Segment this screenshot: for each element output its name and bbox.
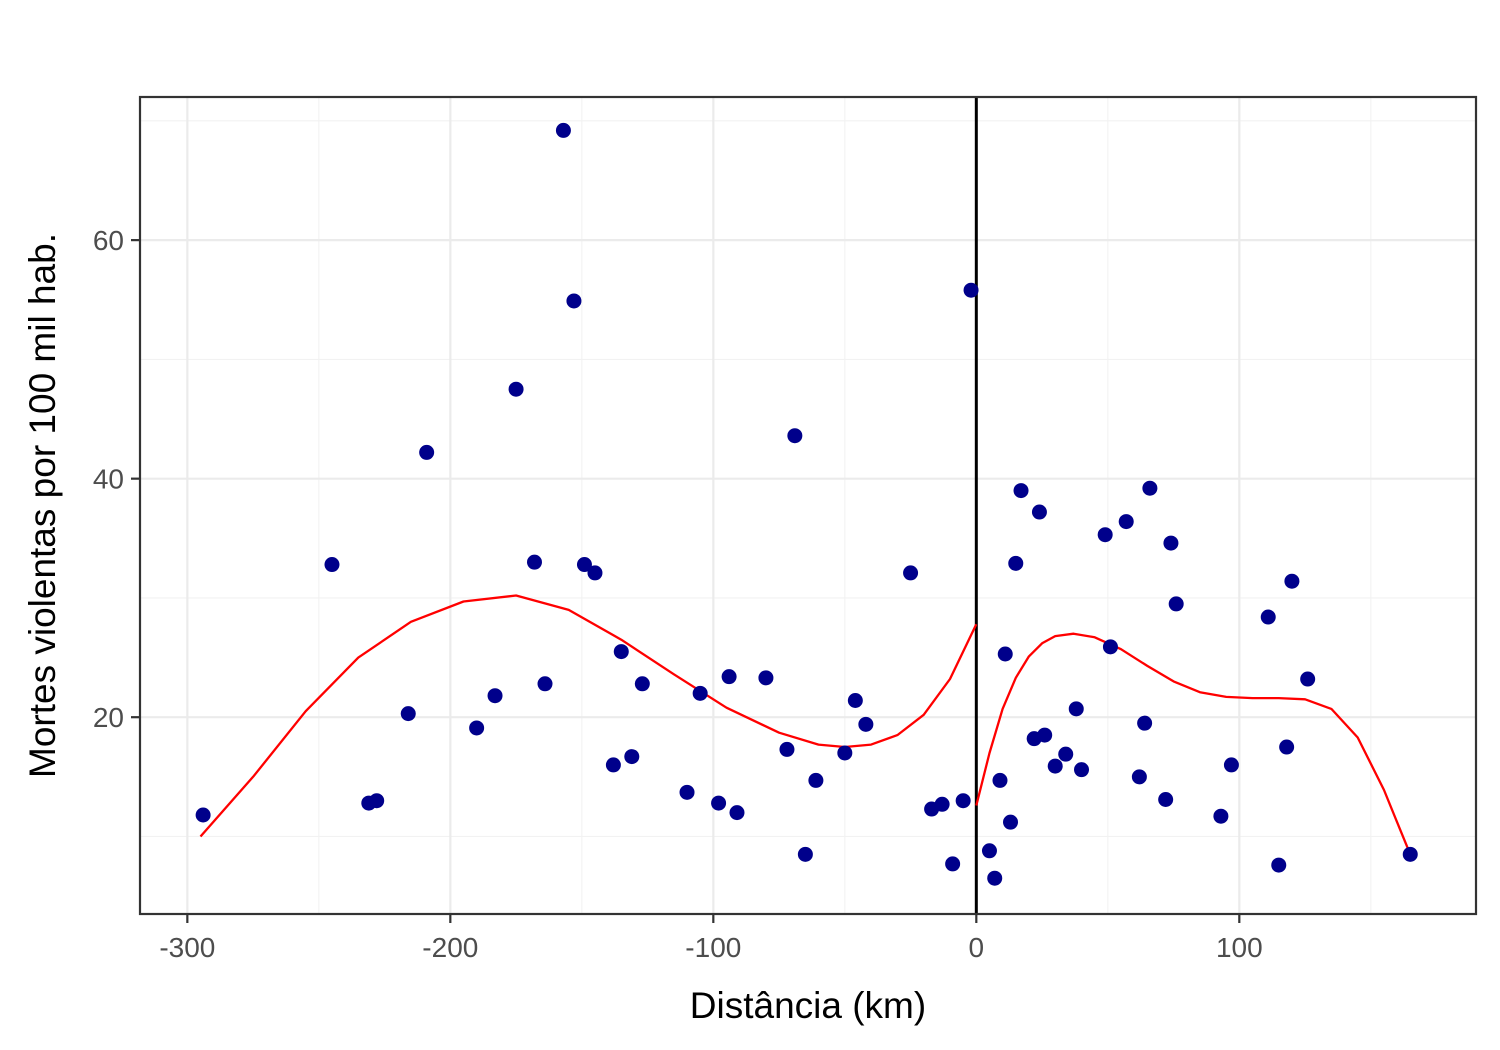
data-point [963,282,979,298]
data-point [634,676,650,692]
data-point [605,757,621,773]
data-point [1047,758,1063,774]
y-tick-label: 40 [93,464,124,495]
x-axis-title: Distância (km) [690,985,926,1026]
data-point [1142,480,1158,496]
y-tick-label: 60 [93,225,124,256]
data-point [624,749,640,765]
data-point [1168,596,1184,612]
data-point [487,688,503,704]
data-point [537,676,553,692]
data-point [1260,609,1276,625]
data-points [195,122,1418,886]
data-point [729,805,745,821]
data-point [1131,769,1147,785]
data-point [1284,573,1300,589]
data-point [508,381,524,397]
data-point [858,716,874,732]
data-point [847,693,863,709]
data-point [1003,814,1019,830]
data-point [1137,715,1153,731]
y-tick-label: 20 [93,702,124,733]
data-point [1008,555,1024,571]
data-point [808,772,824,788]
data-point [555,122,571,138]
y-axis-title: Mortes violentas por 100 mil hab. [22,233,63,778]
data-point [613,644,629,660]
data-point [721,669,737,685]
data-point [955,793,971,809]
x-axis-ticks: -300 -200 -100 0 100 [159,914,1263,963]
fit-line-right [975,632,1412,855]
x-tick-label: -100 [685,932,741,963]
data-point [679,784,695,800]
data-point [934,796,950,812]
data-point [1037,727,1053,743]
data-point [587,565,603,581]
data-point [1271,857,1287,873]
y-axis-ticks: 20 40 60 [93,225,140,733]
data-point [758,670,774,686]
data-point [1158,792,1174,808]
data-point [981,843,997,859]
data-point [526,554,542,570]
data-point [1068,701,1084,717]
data-point [1031,504,1047,520]
data-point [711,795,727,811]
fit-lines [199,594,1412,855]
data-point [1058,746,1074,762]
data-point [369,793,385,809]
data-point [992,772,1008,788]
data-point [1118,514,1134,530]
data-point [1223,757,1239,773]
data-point [1102,639,1118,655]
data-point [692,685,708,701]
x-tick-label: 100 [1216,932,1263,963]
data-point [1097,527,1113,543]
data-point [903,565,919,581]
x-tick-label: 0 [969,932,985,963]
data-point [779,741,795,757]
data-point [1013,483,1029,499]
data-point [324,557,340,573]
data-point [400,706,416,722]
data-point [1402,846,1418,862]
data-point [837,745,853,761]
data-point [987,870,1003,886]
data-point [787,428,803,444]
data-point [566,293,582,309]
data-point [797,846,813,862]
x-tick-label: -300 [159,932,215,963]
data-point [576,557,592,573]
data-point [997,646,1013,662]
data-point [1074,762,1090,778]
data-point [419,444,435,460]
x-tick-label: -200 [422,932,478,963]
data-point [1300,671,1316,687]
data-point [1279,739,1295,755]
data-point [1213,808,1229,824]
grid-minor [140,97,1476,914]
data-point [945,856,961,872]
fit-line-left [199,594,978,838]
data-point [195,807,211,823]
panel-border [138,95,1478,916]
data-point [469,720,485,736]
data-point [1163,535,1179,551]
